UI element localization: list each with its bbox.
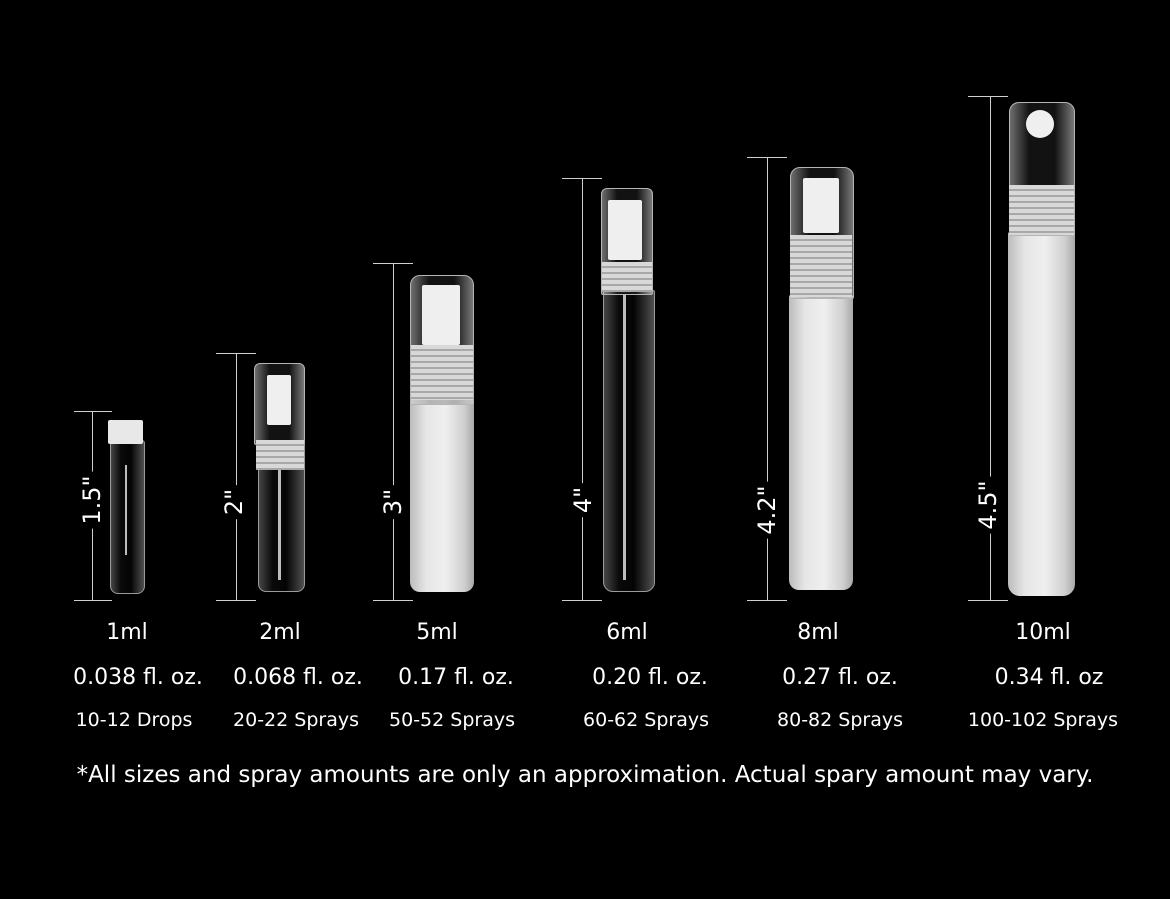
height-measure-bottom-tick bbox=[74, 600, 112, 601]
height-measure-bottom-tick bbox=[216, 600, 256, 601]
vial-cap bbox=[108, 420, 143, 444]
bottle-collar bbox=[1009, 185, 1074, 235]
volume-label: 10ml bbox=[1015, 620, 1071, 645]
fl-oz-label: 0.068 fl. oz. bbox=[233, 665, 363, 690]
spray-nozzle bbox=[422, 285, 460, 345]
height-measure-line bbox=[236, 353, 237, 600]
spray-nozzle bbox=[803, 178, 839, 233]
height-label: 1.5" bbox=[78, 471, 106, 529]
bottle-body bbox=[603, 290, 655, 592]
height-measure-bottom-tick bbox=[747, 600, 787, 601]
vial-stem bbox=[125, 465, 127, 555]
bottle-body bbox=[410, 400, 474, 592]
height-measure-top-tick bbox=[562, 178, 602, 179]
height-measure-line bbox=[767, 157, 768, 600]
spray-nozzle bbox=[608, 200, 642, 260]
spray-nozzle bbox=[267, 375, 291, 425]
height-measure-top-tick bbox=[968, 96, 1008, 97]
spray-nozzle bbox=[1026, 110, 1054, 138]
height-label: 4" bbox=[569, 482, 597, 518]
height-measure-line bbox=[393, 263, 394, 600]
height-label: 3" bbox=[379, 484, 407, 520]
vial-body bbox=[110, 440, 145, 594]
height-label: 4.5" bbox=[974, 476, 1002, 534]
volume-label: 5ml bbox=[416, 620, 458, 645]
volume-label: 6ml bbox=[606, 620, 648, 645]
footnote: *All sizes and spray amounts are only an… bbox=[76, 762, 1094, 788]
bottle-body bbox=[789, 295, 853, 590]
dip-tube bbox=[278, 470, 281, 580]
height-measure-line bbox=[582, 178, 583, 600]
bottle-collar bbox=[790, 235, 852, 297]
dip-tube bbox=[623, 295, 626, 580]
height-measure-top-tick bbox=[747, 157, 787, 158]
height-measure-bottom-tick bbox=[562, 600, 602, 601]
amount-label: 60-62 Sprays bbox=[583, 709, 709, 731]
height-measure-bottom-tick bbox=[373, 600, 413, 601]
height-measure-top-tick bbox=[216, 353, 256, 354]
height-measure-top-tick bbox=[74, 411, 112, 412]
volume-label: 2ml bbox=[259, 620, 301, 645]
amount-label: 80-82 Sprays bbox=[777, 709, 903, 731]
amount-label: 20-22 Sprays bbox=[233, 709, 359, 731]
volume-label: 8ml bbox=[797, 620, 839, 645]
fl-oz-label: 0.27 fl. oz. bbox=[782, 665, 898, 690]
fl-oz-label: 0.34 fl. oz bbox=[994, 665, 1104, 690]
fl-oz-label: 0.038 fl. oz. bbox=[73, 665, 203, 690]
amount-label: 10-12 Drops bbox=[75, 709, 193, 731]
bottle-collar bbox=[602, 262, 652, 292]
fl-oz-label: 0.17 fl. oz. bbox=[398, 665, 514, 690]
height-measure-top-tick bbox=[373, 263, 413, 264]
bottle-body bbox=[1008, 232, 1075, 596]
height-label: 2" bbox=[220, 484, 248, 520]
height-measure-line bbox=[990, 96, 991, 600]
fl-oz-label: 0.20 fl. oz. bbox=[592, 665, 708, 690]
amount-label: 100-102 Sprays bbox=[967, 709, 1119, 731]
volume-label: 1ml bbox=[106, 620, 148, 645]
bottle-collar bbox=[256, 440, 304, 470]
height-label: 4.2" bbox=[753, 481, 781, 539]
bottle-collar bbox=[411, 345, 473, 400]
amount-label: 50-52 Sprays bbox=[389, 709, 515, 731]
height-measure-bottom-tick bbox=[968, 600, 1008, 601]
